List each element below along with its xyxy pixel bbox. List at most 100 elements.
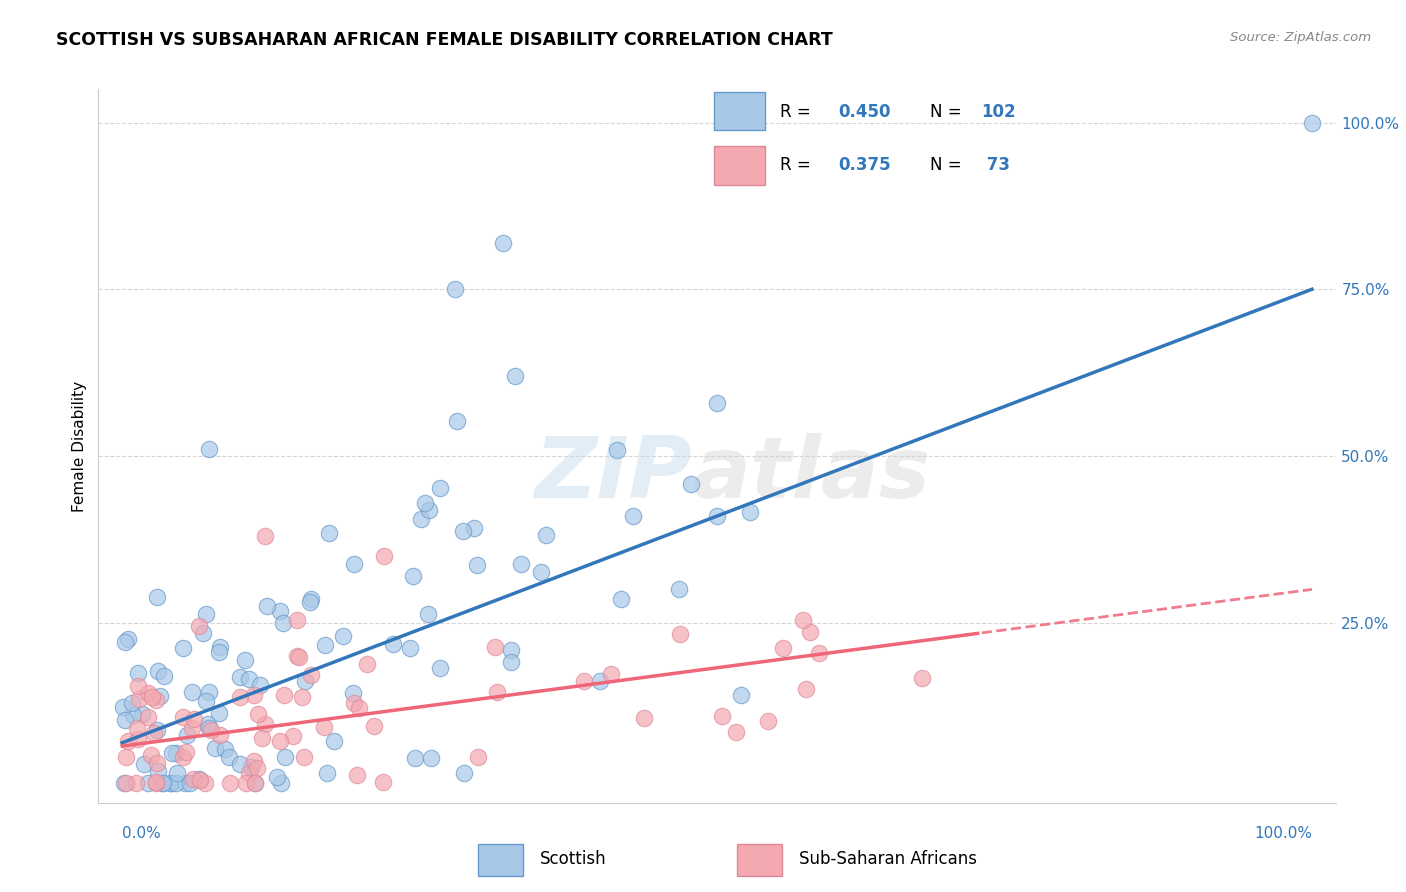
Point: [179, 776, 201, 790]
Point: [153, 669, 176, 683]
Text: 0.0%: 0.0%: [122, 826, 160, 841]
Point: [314, 638, 336, 652]
Point: [738, 505, 761, 519]
Point: [711, 709, 734, 723]
Point: [198, 442, 221, 456]
Point: [174, 746, 197, 760]
Point: [679, 477, 702, 491]
Point: [239, 759, 262, 773]
Point: [245, 761, 267, 775]
Point: [238, 765, 260, 780]
Point: [188, 772, 211, 787]
Point: [343, 557, 366, 571]
Text: R =: R =: [780, 103, 815, 120]
Point: [911, 672, 934, 686]
Point: [270, 776, 292, 790]
Point: [238, 672, 260, 686]
Point: [243, 776, 266, 790]
Point: [181, 685, 204, 699]
Point: [136, 686, 159, 700]
Point: [235, 776, 257, 790]
Point: [209, 728, 232, 742]
Point: [134, 756, 156, 771]
Point: [269, 605, 291, 619]
Text: Scottish: Scottish: [540, 849, 606, 868]
Point: [131, 707, 153, 722]
Point: [572, 673, 595, 688]
Point: [136, 710, 159, 724]
Point: [233, 653, 256, 667]
Point: [373, 775, 395, 789]
Point: [274, 750, 297, 764]
Text: atlas: atlas: [692, 433, 931, 516]
Text: 102: 102: [981, 103, 1015, 120]
Point: [250, 731, 273, 745]
Point: [285, 649, 308, 664]
Point: [273, 688, 295, 702]
Text: 0.375: 0.375: [838, 156, 891, 174]
Point: [249, 678, 271, 692]
Text: ZIP: ZIP: [534, 433, 692, 516]
Point: [114, 713, 136, 727]
Point: [446, 414, 468, 428]
Point: [146, 764, 169, 778]
Point: [347, 701, 370, 715]
Point: [145, 723, 167, 737]
Point: [418, 607, 440, 621]
Point: [112, 776, 135, 790]
Text: SCOTTISH VS SUBSAHARAN AFRICAN FEMALE DISABILITY CORRELATION CHART: SCOTTISH VS SUBSAHARAN AFRICAN FEMALE DI…: [56, 31, 832, 49]
Point: [356, 657, 378, 671]
Point: [346, 768, 368, 782]
Point: [197, 721, 219, 735]
Point: [485, 685, 508, 699]
Point: [503, 368, 526, 383]
Point: [453, 524, 475, 538]
Point: [291, 690, 314, 704]
Point: [668, 627, 690, 641]
Point: [266, 770, 288, 784]
Point: [166, 766, 188, 780]
Point: [724, 724, 747, 739]
Point: [146, 665, 169, 679]
Point: [229, 670, 252, 684]
Text: R =: R =: [780, 156, 815, 174]
Point: [420, 750, 443, 764]
Point: [411, 512, 433, 526]
Point: [214, 742, 236, 756]
Point: [316, 766, 339, 780]
Y-axis label: Female Disability: Female Disability: [72, 380, 87, 512]
Point: [706, 395, 728, 409]
Point: [117, 632, 139, 647]
Point: [292, 750, 315, 764]
Point: [323, 734, 346, 748]
Point: [194, 607, 217, 621]
Point: [145, 756, 167, 771]
Point: [463, 521, 485, 535]
Point: [492, 235, 515, 250]
Point: [208, 640, 231, 655]
Point: [794, 682, 817, 697]
Text: N =: N =: [929, 156, 962, 174]
Point: [176, 728, 198, 742]
Point: [418, 503, 440, 517]
Point: [219, 776, 242, 790]
Point: [172, 710, 194, 724]
Point: [200, 723, 222, 737]
Point: [145, 776, 167, 790]
Point: [127, 666, 149, 681]
Point: [534, 528, 557, 542]
Point: [382, 637, 405, 651]
Point: [145, 774, 167, 789]
Point: [299, 591, 322, 606]
FancyBboxPatch shape: [714, 92, 765, 130]
Point: [318, 525, 340, 540]
Point: [127, 732, 149, 747]
Point: [141, 690, 163, 705]
Point: [127, 679, 149, 693]
Point: [706, 508, 728, 523]
Point: [600, 667, 623, 681]
Point: [115, 776, 138, 790]
Point: [332, 629, 354, 643]
Point: [402, 569, 425, 583]
Point: [342, 686, 364, 700]
